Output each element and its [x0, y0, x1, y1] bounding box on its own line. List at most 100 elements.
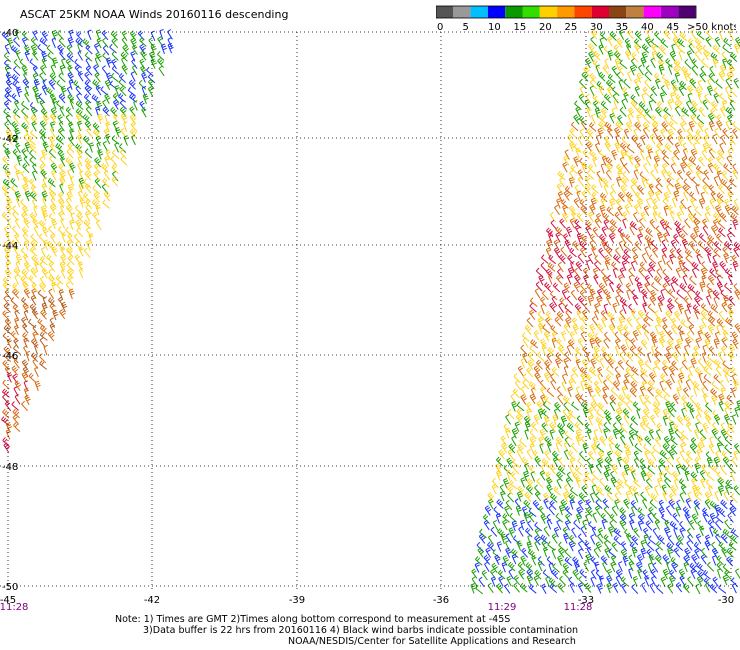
wind-barb: [523, 512, 530, 523]
wind-barb: [614, 499, 620, 510]
wind-barb: [679, 31, 688, 42]
wind-barb: [703, 49, 710, 61]
wind-barb: [3, 442, 10, 453]
wind-barb: [95, 204, 101, 216]
wind-barb: [582, 309, 589, 320]
wind-barb: [631, 505, 636, 517]
wind-barb: [73, 80, 82, 90]
wind-barb: [672, 351, 680, 363]
wind-barb: [118, 73, 126, 84]
wind-barb: [51, 98, 58, 110]
wind-barb: [721, 450, 730, 460]
wind-barb: [66, 204, 73, 215]
wind-barb: [537, 310, 545, 321]
wind-barb: [12, 414, 20, 425]
wind-barb: [696, 114, 705, 125]
wind-barb: [683, 414, 692, 425]
wind-barb: [729, 499, 737, 510]
wind-barb: [730, 528, 739, 538]
wind-barb: [600, 163, 606, 174]
wind-barb: [549, 583, 558, 593]
wind-barb: [732, 219, 739, 230]
wind-barb: [678, 85, 685, 97]
wind-barb: [622, 555, 629, 567]
wind-barb: [507, 492, 515, 503]
wind-barb: [528, 507, 537, 517]
wind-barb: [657, 295, 664, 306]
wind-barb: [591, 526, 597, 537]
wind-barb: [12, 288, 20, 299]
wind-barb: [60, 246, 66, 257]
wind-barb: [518, 569, 525, 580]
wind-barb: [585, 141, 593, 152]
wind-barb: [640, 56, 647, 68]
wind-barb: [612, 267, 618, 279]
wind-barb: [11, 365, 19, 376]
wind-barb: [715, 204, 722, 216]
wind-barb: [623, 162, 630, 174]
wind-barb: [587, 331, 596, 342]
wind-barb: [657, 212, 666, 222]
wind-barb: [496, 499, 504, 509]
wind-barb: [668, 365, 676, 376]
wind-barb: [598, 149, 607, 159]
wind-barb: [39, 37, 48, 47]
wind-barb: [32, 85, 39, 97]
wind-barb: [644, 394, 652, 405]
wind-barb: [633, 527, 640, 538]
wind-barb: [121, 64, 128, 75]
legend-swatch: [453, 6, 471, 18]
wind-barb: [522, 379, 530, 390]
wind-barb: [728, 65, 736, 76]
wind-barb: [41, 84, 48, 96]
wind-barb: [119, 86, 127, 97]
wind-barb: [690, 29, 697, 40]
wind-barb: [724, 204, 732, 216]
wind-barb: [722, 360, 731, 370]
wind-barb: [622, 408, 630, 419]
wind-barb: [562, 161, 568, 173]
wind-barb: [611, 261, 619, 271]
wind-barb: [661, 169, 667, 180]
wind-barb: [496, 541, 502, 552]
wind-barb: [536, 400, 544, 411]
wind-barb: [55, 142, 64, 153]
wind-barb: [551, 548, 557, 559]
wind-barb: [680, 121, 686, 132]
wind-barb: [625, 121, 633, 132]
wind-barb: [603, 93, 612, 104]
wind-barb: [644, 282, 651, 293]
wind-barb: [570, 442, 578, 453]
wind-barb: [77, 190, 84, 201]
wind-barb: [588, 521, 597, 531]
wind-barb: [561, 380, 567, 392]
wind-barb: [507, 561, 516, 572]
wind-barb: [566, 274, 573, 285]
wind-barb: [67, 93, 75, 104]
wind-barb: [23, 114, 30, 126]
wind-barb: [590, 576, 596, 587]
wind-barb: [634, 442, 643, 453]
wind-barb: [84, 79, 93, 90]
wind-barb: [60, 268, 66, 279]
wind-barb: [626, 351, 634, 362]
wind-barb: [669, 253, 675, 265]
wind-barb: [733, 485, 740, 496]
legend-label: 0: [437, 22, 443, 33]
wind-barb: [67, 183, 74, 195]
wind-barb: [494, 554, 501, 565]
wind-barb: [720, 465, 728, 476]
wind-barb: [573, 143, 582, 153]
wind-barb: [520, 357, 526, 369]
wind-barb: [577, 337, 584, 349]
wind-barb: [656, 51, 664, 62]
wind-barb: [520, 555, 527, 566]
wind-barb: [619, 106, 627, 117]
wind-barb: [628, 485, 634, 496]
left-swath-wind-barbs: [1, 29, 174, 453]
wind-barb: [708, 443, 715, 454]
wind-barb: [3, 100, 11, 111]
wind-barb: [111, 164, 119, 174]
wind-barb: [583, 274, 589, 286]
wind-barb: [600, 310, 608, 321]
